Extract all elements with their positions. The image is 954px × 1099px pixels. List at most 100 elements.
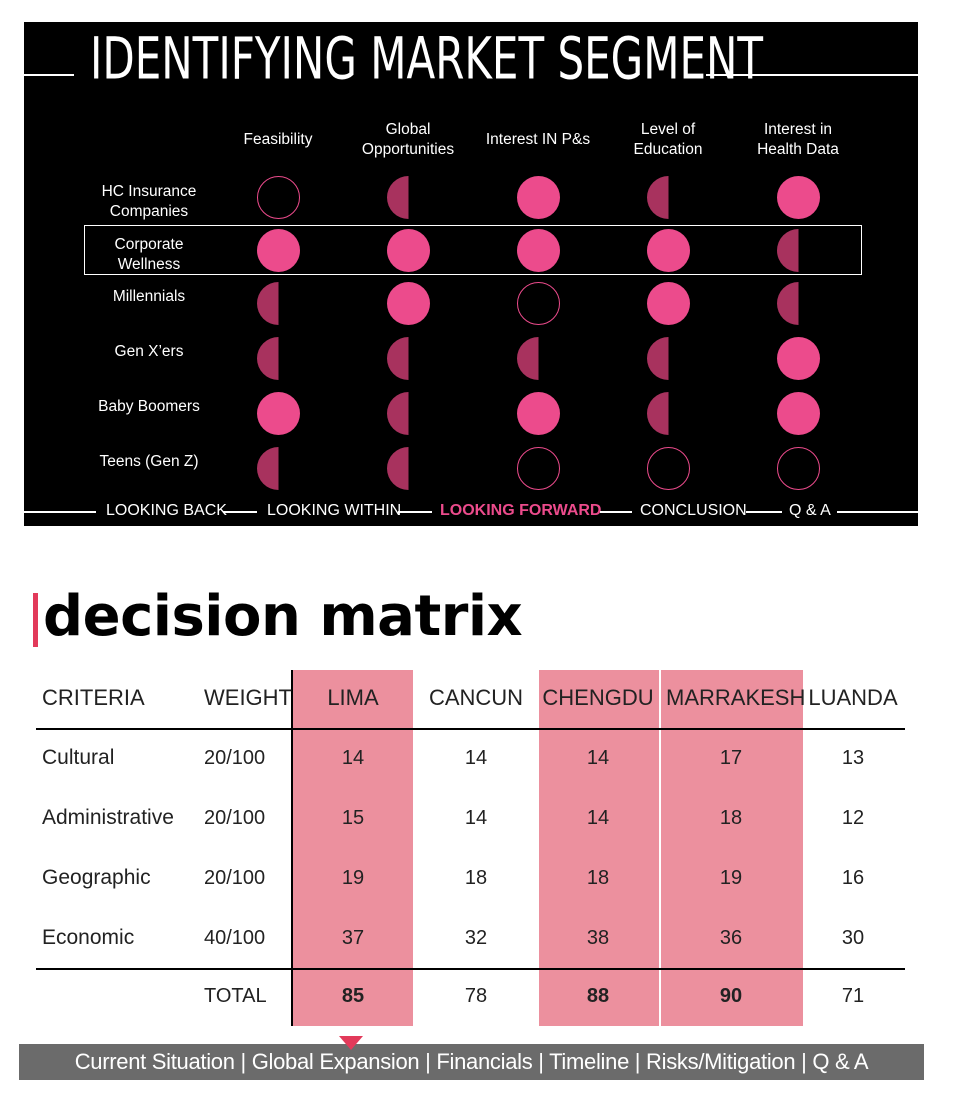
market-segment-slide: IDENTIFYING MARKET SEGMENT Feasibility G… (24, 22, 918, 526)
rating-full-icon (646, 228, 690, 272)
nav-looking-back[interactable]: LOOKING BACK (106, 502, 227, 519)
rating-empty-icon (516, 446, 560, 490)
row-weight: 20/100 (204, 807, 266, 829)
row-label-gen-x: Gen X’ers (114, 343, 184, 360)
score-cancun: 14 (464, 807, 488, 829)
header-rule (36, 728, 905, 730)
score-lima: 15 (341, 807, 365, 829)
rating-empty-icon (776, 446, 820, 490)
score-marrakesh: 36 (719, 927, 743, 949)
score-chengdu: 14 (586, 807, 610, 829)
column-header-global-opportunities: Global Opportunities (361, 121, 455, 158)
score-chengdu: 14 (586, 747, 610, 769)
column-header-interest-ps: Interest IN P&s (485, 131, 591, 148)
row-label-hc-insurance: HC Insurance Companies (101, 183, 197, 220)
row-weight: 40/100 (204, 927, 266, 949)
row-weight: 20/100 (204, 747, 266, 769)
rating-half-icon (776, 281, 820, 325)
score-marrakesh: 18 (719, 807, 743, 829)
score-chengdu: 38 (586, 927, 610, 949)
row-criteria: Economic (42, 926, 135, 949)
nav-rule (600, 511, 632, 513)
nav-q-and-a[interactable]: Q & A (789, 502, 831, 519)
title-accent-bar (33, 593, 38, 647)
rating-half-icon (516, 336, 560, 380)
column-header-feasibility: Feasibility (243, 131, 313, 148)
header-marrakesh: MARRAKESH (666, 685, 806, 710)
nav-conclusion[interactable]: CONCLUSION (640, 502, 747, 519)
row-weight: 20/100 (204, 867, 266, 889)
score-luanda: 30 (841, 927, 865, 949)
header-luanda: LUANDA (808, 685, 898, 710)
total-luanda: 71 (841, 985, 865, 1007)
rating-half-icon (256, 281, 300, 325)
rating-half-icon (646, 336, 690, 380)
header-chengdu: CHENGDU (542, 685, 654, 710)
rating-full-icon (256, 228, 300, 272)
row-label-millennials: Millennials (112, 288, 186, 305)
rating-full-icon (516, 391, 560, 435)
nav-looking-forward[interactable]: LOOKING FORWARD (440, 502, 602, 519)
highlight-column-lima (292, 670, 413, 1026)
slide-title: IDENTIFYING MARKET SEGMENT (90, 25, 764, 93)
highlighted-row-box (84, 225, 862, 275)
title-rule-right (706, 74, 918, 76)
rating-half-icon (256, 336, 300, 380)
highlight-column-marrakesh (661, 670, 803, 1026)
nav-rule (398, 511, 432, 513)
score-lima: 37 (341, 927, 365, 949)
score-cancun: 32 (464, 927, 488, 949)
rating-half-icon (646, 175, 690, 219)
total-chengdu: 88 (586, 985, 610, 1007)
footer-section-nav[interactable]: Current Situation | Global Expansion | F… (19, 1044, 924, 1080)
current-section-marker-icon (339, 1036, 363, 1050)
score-marrakesh: 19 (719, 867, 743, 889)
header-lima: LIMA (327, 685, 379, 710)
header-criteria: CRITERIA (42, 685, 145, 710)
score-lima: 19 (341, 867, 365, 889)
total-label: TOTAL (204, 985, 267, 1007)
score-cancun: 14 (464, 747, 488, 769)
nav-rule (746, 511, 782, 513)
rating-empty-icon (646, 446, 690, 490)
column-header-level-of-education: Level of Education (633, 121, 703, 158)
decision-matrix-title: decision matrix (43, 584, 523, 649)
row-label-teens: Teens (Gen Z) (99, 453, 199, 470)
rating-half-icon (386, 391, 430, 435)
total-marrakesh: 90 (719, 985, 743, 1007)
rating-full-icon (386, 228, 430, 272)
rating-full-icon (516, 175, 560, 219)
score-luanda: 12 (841, 807, 865, 829)
header-weight: WEIGHT (204, 685, 292, 710)
header-cancun: CANCUN (428, 685, 524, 710)
rating-half-icon (386, 446, 430, 490)
rating-half-icon (646, 391, 690, 435)
score-luanda: 13 (841, 747, 865, 769)
rating-full-icon (646, 281, 690, 325)
row-criteria: Geographic (42, 866, 151, 889)
total-cancun: 78 (464, 985, 488, 1007)
nav-rule (24, 511, 96, 513)
total-lima: 85 (341, 985, 365, 1007)
rating-empty-icon (516, 281, 560, 325)
highlight-column-chengdu (539, 670, 659, 1026)
column-header-interest-health-data: Interest in Health Data (757, 121, 839, 158)
score-chengdu: 18 (586, 867, 610, 889)
nav-rule (837, 511, 918, 513)
row-label-corporate-wellness: Corporate Wellness (114, 236, 184, 273)
rating-half-icon (386, 175, 430, 219)
rating-half-icon (776, 228, 820, 272)
total-rule (36, 968, 905, 970)
score-marrakesh: 17 (719, 747, 743, 769)
rating-full-icon (516, 228, 560, 272)
row-criteria: Cultural (42, 746, 115, 769)
rating-full-icon (386, 281, 430, 325)
score-luanda: 16 (841, 867, 865, 889)
score-cancun: 18 (464, 867, 488, 889)
weight-divider (291, 670, 293, 1026)
row-label-baby-boomers: Baby Boomers (98, 398, 200, 415)
rating-half-icon (386, 336, 430, 380)
row-criteria: Administrative (42, 806, 174, 829)
score-lima: 14 (341, 747, 365, 769)
nav-looking-within[interactable]: LOOKING WITHIN (267, 502, 402, 519)
